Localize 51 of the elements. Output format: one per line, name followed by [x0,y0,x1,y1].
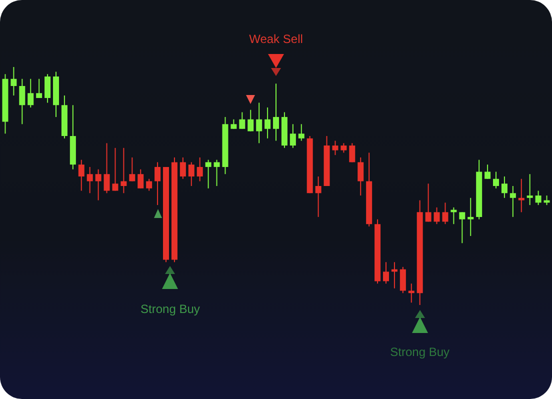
candlestick [230,118,237,130]
candlestick [358,156,364,196]
candlestick [434,206,440,225]
candlestick [120,147,127,194]
annotation: Strong Buy [140,302,200,316]
candlestick [95,168,102,201]
candlestick [383,262,389,284]
candlestick [501,176,508,198]
candlestick [332,140,338,156]
candlestick [248,109,254,132]
candlestick [78,159,84,192]
candlestick [36,78,42,98]
candlestick [510,186,516,218]
candlestick [298,124,304,142]
candlestick [442,202,448,225]
candlestick [264,106,271,139]
candlestick [44,74,51,104]
candlestick [459,212,466,244]
text: Strong Buy [390,345,450,359]
candlestick [526,174,533,206]
candlestick [180,156,186,180]
candlestick [196,156,203,182]
candlestick [205,159,212,189]
candlestick [214,159,220,186]
candlestick [19,78,26,125]
candlestick [484,164,491,180]
candlestick [315,176,322,218]
candlestick [129,156,136,182]
candlestick [146,178,152,192]
candlestick [10,66,17,96]
candlestick [290,124,296,148]
candlestick [425,183,432,222]
candlestick [239,112,246,130]
text: Weak Sell [249,32,303,46]
candlestick [518,178,524,213]
candlestick [349,142,356,163]
candlestick [273,83,279,142]
candlestick [535,190,542,206]
candlestick [493,171,499,189]
candlestick [154,162,161,206]
candlestick [400,266,406,294]
candlestick [468,197,474,236]
candlestick [104,142,110,194]
candlestick [256,102,262,144]
candlestick [340,142,347,154]
candlestick [86,166,93,194]
candlestick [188,162,194,186]
candlestick [112,147,118,192]
candlestick [28,78,34,108]
candlestick [408,283,414,304]
candlestick [138,168,144,189]
